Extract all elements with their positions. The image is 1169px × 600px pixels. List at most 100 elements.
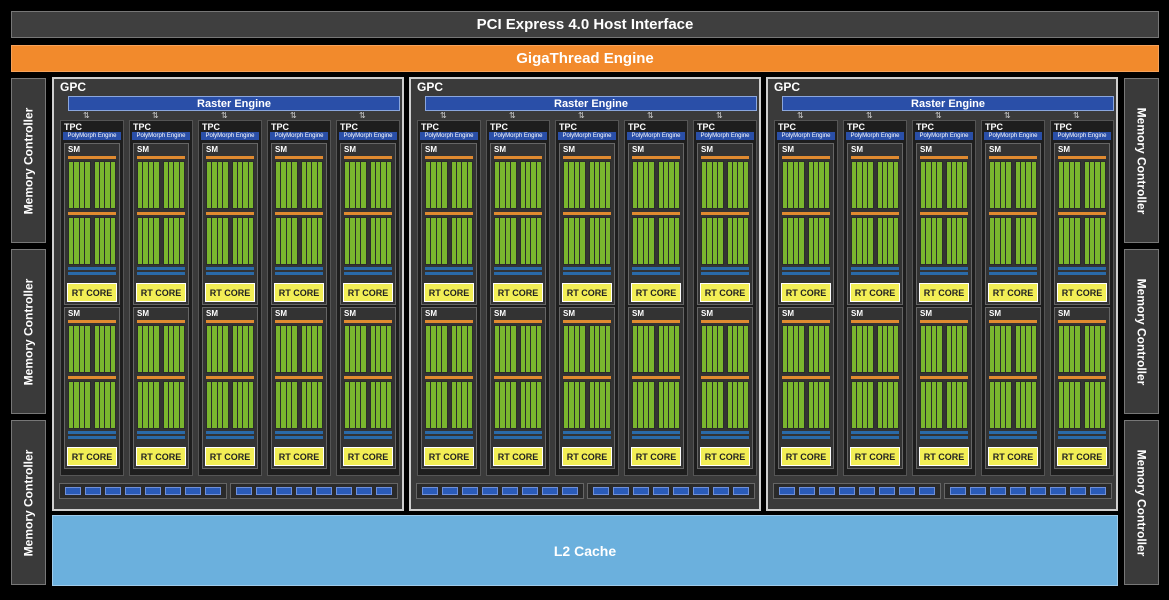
core-cluster	[519, 161, 542, 209]
arrows-icon: ⇅	[866, 111, 875, 120]
sm-register	[701, 431, 749, 434]
cuda-core-block	[701, 381, 749, 429]
cache-block	[256, 487, 272, 495]
cuda-core	[500, 218, 505, 264]
cuda-core	[143, 326, 148, 372]
cuda-core	[85, 162, 90, 208]
cuda-core	[301, 162, 306, 208]
cuda-core-block	[632, 161, 680, 209]
sm-bar	[563, 212, 611, 215]
cuda-core	[638, 382, 643, 428]
cuda-core	[520, 162, 525, 208]
cuda-core	[564, 162, 569, 208]
cuda-core	[957, 382, 962, 428]
sm-label: SM	[851, 309, 863, 318]
sm: SM RT CORE	[271, 307, 327, 469]
cuda-core	[212, 382, 217, 428]
polymorph-engine: PolyMorph Engine	[420, 132, 478, 140]
arrows-icon: ⇅	[221, 111, 230, 120]
sm-bar	[344, 212, 392, 215]
cuda-core	[569, 326, 574, 372]
cuda-core	[643, 218, 649, 264]
cuda-core	[649, 382, 654, 428]
tpc-label: TPC	[133, 122, 151, 132]
cuda-core	[926, 382, 931, 428]
cuda-core	[212, 162, 217, 208]
sm-label: SM	[275, 309, 287, 318]
sm-bar	[989, 376, 1037, 379]
cuda-core	[292, 162, 297, 208]
raster-engine: Raster Engine	[425, 96, 757, 111]
cuda-core	[1031, 218, 1036, 264]
sm-bar	[989, 212, 1037, 215]
cuda-core	[743, 162, 748, 208]
sm-bar	[206, 212, 254, 215]
cache-block	[613, 487, 629, 495]
cuda-core	[738, 326, 743, 372]
rt-core: RT CORE	[136, 283, 186, 302]
cuda-core	[174, 326, 179, 372]
cuda-core	[877, 218, 882, 264]
cuda-core	[99, 382, 105, 428]
cuda-core	[370, 218, 375, 264]
cache-block	[442, 487, 458, 495]
cuda-core-block	[344, 217, 392, 265]
cuda-core	[937, 326, 942, 372]
core-cluster	[588, 325, 611, 373]
cuda-core	[237, 218, 243, 264]
cuda-core	[1069, 162, 1075, 208]
cuda-core	[531, 382, 536, 428]
cuda-core	[237, 382, 243, 428]
cuda-core	[456, 162, 462, 208]
core-cluster	[588, 217, 611, 265]
sm: SM RT CORE	[340, 307, 396, 469]
cuda-core	[370, 382, 375, 428]
cuda-core	[223, 326, 228, 372]
tpc: ⇅ TPC PolyMorph Engine SM RT CORE SM RT CORE	[774, 111, 838, 476]
sm-label: SM	[920, 145, 932, 154]
core-cluster	[1014, 161, 1037, 209]
tpc: ⇅ TPC PolyMorph Engine SM RT CORE SM RT CORE	[555, 111, 619, 476]
cuda-core	[1100, 218, 1105, 264]
sm-register	[425, 267, 473, 270]
cuda-core	[138, 218, 143, 264]
sm-bar	[206, 376, 254, 379]
core-cluster	[876, 217, 899, 265]
sm-bar	[632, 376, 680, 379]
cuda-core	[426, 326, 431, 372]
cuda-core	[79, 162, 85, 208]
sm-bar	[989, 156, 1037, 159]
cuda-core	[857, 162, 862, 208]
sm-label: SM	[1058, 309, 1070, 318]
sm: SM RT CORE	[628, 307, 684, 469]
cuda-core	[669, 382, 674, 428]
cuda-core	[600, 382, 605, 428]
cuda-core-block	[425, 325, 473, 373]
cuda-core	[962, 162, 967, 208]
cuda-core	[658, 218, 663, 264]
core-cluster	[206, 161, 229, 209]
cuda-core	[1095, 326, 1100, 372]
core-cluster	[425, 325, 448, 373]
cuda-core	[386, 218, 391, 264]
cuda-core	[702, 326, 707, 372]
sm-bar	[920, 212, 968, 215]
cuda-core	[738, 218, 743, 264]
cuda-core	[69, 218, 74, 264]
cuda-core	[436, 382, 442, 428]
cache-block	[562, 487, 578, 495]
core-cluster	[701, 381, 724, 429]
cuda-core	[580, 382, 585, 428]
rt-core: RT CORE	[919, 447, 969, 466]
cuda-core	[350, 162, 355, 208]
sm-bar	[701, 212, 749, 215]
core-cluster	[344, 325, 367, 373]
rt-core: RT CORE	[988, 283, 1038, 302]
cuda-core	[957, 326, 962, 372]
cuda-core	[877, 162, 882, 208]
cuda-core	[1020, 162, 1026, 208]
sm-register	[344, 267, 392, 270]
polymorph-engine: PolyMorph Engine	[270, 132, 328, 140]
core-cluster	[851, 217, 874, 265]
cuda-core-block	[68, 381, 116, 429]
